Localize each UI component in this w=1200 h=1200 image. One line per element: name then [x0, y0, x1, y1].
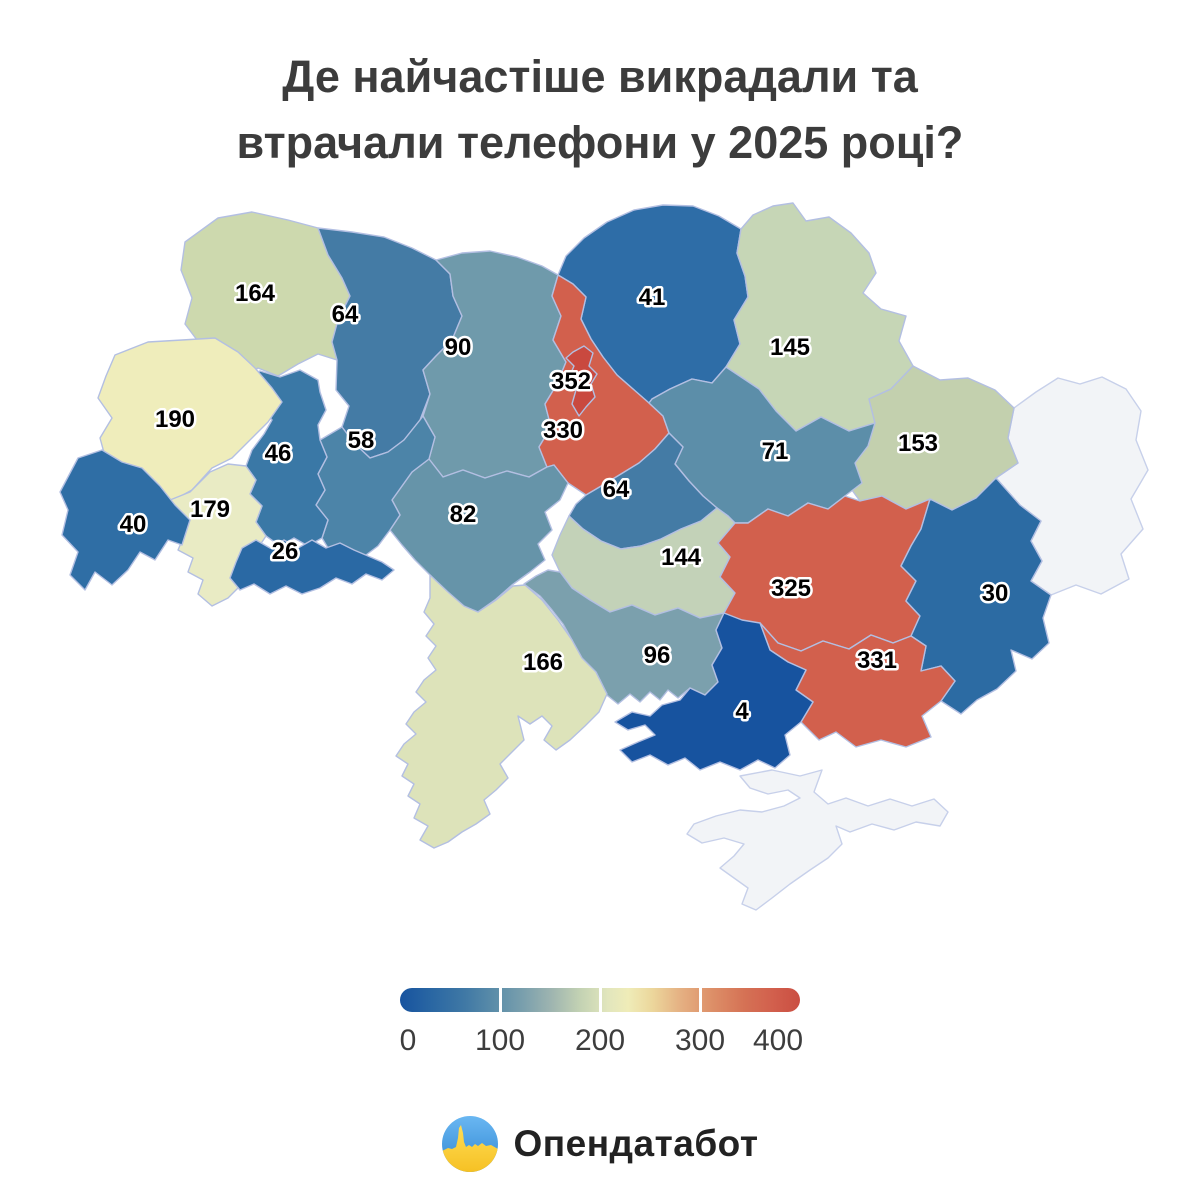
region-value-kirovohrad: 144 — [661, 544, 702, 571]
region-value-mykolaiv: 96 — [644, 642, 671, 669]
legend-tick-100 — [499, 988, 502, 1012]
region-value-volyn: 164 — [235, 280, 276, 307]
brand-footer: Опендатабот — [0, 1116, 1200, 1172]
region-value-zaporizhzhia: 331 — [857, 647, 897, 674]
region-zakarpattia — [59, 449, 191, 591]
region-kherson — [614, 612, 814, 771]
region-value-chernivtsi: 26 — [272, 538, 299, 565]
region-odesa — [395, 574, 608, 849]
region-value-kyiv-oblast: 330 — [543, 417, 583, 444]
region-value-cherkasy: 64 — [603, 476, 630, 503]
region-value-dnipropetrovsk: 325 — [771, 575, 811, 602]
legend-label-0: 0 — [399, 1024, 417, 1057]
legend-label-300: 300 — [674, 1024, 726, 1057]
brand-name: Опендатабот — [513, 1123, 759, 1164]
legend-label-400: 400 — [752, 1024, 804, 1057]
legend-label-200: 200 — [574, 1024, 626, 1057]
region-value-poltava: 71 — [762, 438, 789, 465]
region-value-rivne: 64 — [332, 301, 359, 328]
page-title: Де найчастіше викрадали та втрачали теле… — [0, 44, 1200, 176]
region-donetsk — [900, 477, 1052, 715]
region-value-donetsk: 30 — [982, 580, 1009, 607]
color-legend: 0 100 200 300 400 — [399, 988, 804, 1064]
region-value-zhytomyr: 90 — [445, 334, 472, 361]
region-value-kherson: 4 — [735, 698, 749, 725]
legend-tick-200 — [599, 988, 602, 1012]
region-mykolaiv — [523, 569, 725, 705]
legend-gradient-bar — [400, 988, 800, 1012]
legend-labels: 0 100 200 300 400 — [399, 1024, 804, 1064]
region-value-chernihiv: 41 — [639, 284, 666, 311]
opendatabot-logo-icon — [441, 1116, 498, 1172]
region-kyiv-city — [565, 345, 598, 417]
region-value-vinnytsia: 82 — [450, 501, 477, 528]
legend-tick-300 — [699, 988, 702, 1012]
legend-label-100: 100 — [474, 1024, 526, 1057]
title-line-1: Де найчастіше викрадали та — [282, 51, 918, 102]
region-value-kharkiv: 153 — [898, 430, 938, 457]
region-value-kyiv-city: 352 — [551, 368, 591, 395]
region-value-lviv: 190 — [155, 406, 195, 433]
title-line-2: втрачали телефони у 2025 році? — [236, 117, 964, 168]
region-value-odesa: 166 — [523, 649, 563, 676]
region-value-sumy: 145 — [770, 334, 810, 361]
region-value-ternopil: 46 — [265, 440, 292, 467]
region-crimea — [686, 769, 949, 911]
region-value-khmelnytskyi: 58 — [348, 427, 375, 454]
region-lviv — [97, 337, 283, 507]
region-value-ivano-frankivsk: 179 — [190, 496, 230, 523]
region-chernivtsi — [229, 539, 395, 595]
region-value-zakarpattia: 40 — [120, 511, 147, 538]
